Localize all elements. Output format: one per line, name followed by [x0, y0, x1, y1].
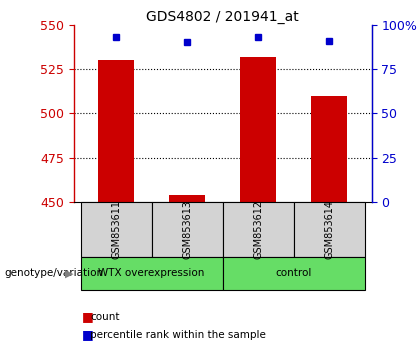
Text: ▶: ▶ — [65, 268, 73, 279]
Title: GDS4802 / 201941_at: GDS4802 / 201941_at — [146, 10, 299, 24]
Text: percentile rank within the sample: percentile rank within the sample — [90, 330, 266, 339]
Bar — [223, 257, 365, 290]
Bar — [294, 202, 365, 257]
Bar — [98, 60, 134, 202]
Text: genotype/variation: genotype/variation — [4, 268, 103, 279]
Bar — [81, 257, 223, 290]
Text: GSM853614: GSM853614 — [324, 200, 334, 259]
Bar — [311, 96, 347, 202]
Text: ■: ■ — [82, 310, 94, 323]
Text: count: count — [90, 312, 120, 322]
Text: ■: ■ — [82, 328, 94, 341]
Text: GSM853613: GSM853613 — [182, 200, 192, 259]
Bar — [240, 57, 276, 202]
Text: WTX overexpression: WTX overexpression — [98, 268, 205, 279]
Bar — [152, 202, 223, 257]
Bar — [81, 202, 152, 257]
Bar — [169, 195, 205, 202]
Text: GSM853611: GSM853611 — [111, 200, 121, 259]
Text: control: control — [276, 268, 312, 279]
Bar — [223, 202, 294, 257]
Text: GSM853612: GSM853612 — [253, 200, 263, 259]
